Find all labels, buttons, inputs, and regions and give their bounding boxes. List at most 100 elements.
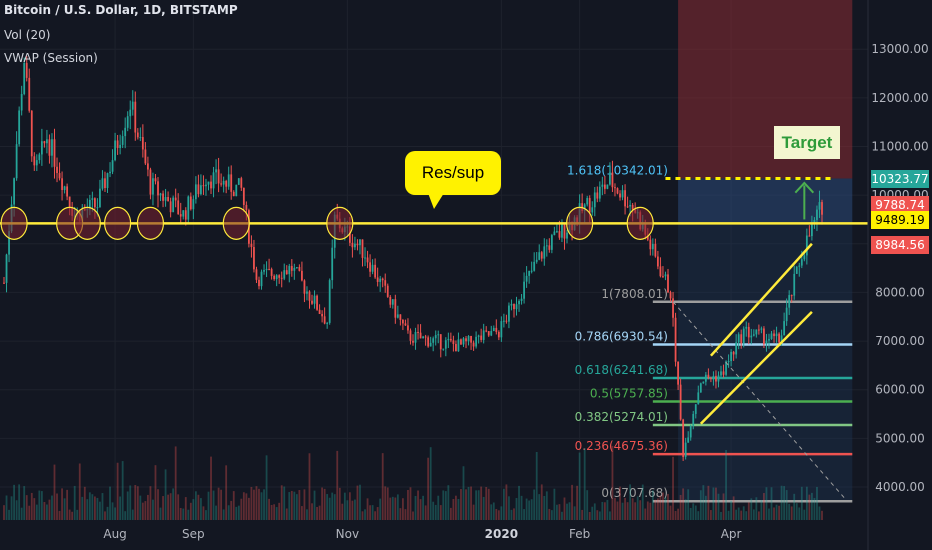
candle-body bbox=[424, 336, 427, 338]
volume-bar bbox=[263, 489, 265, 520]
volume-bar bbox=[111, 502, 114, 520]
fib-level-label: 0.236(4675.36) bbox=[575, 439, 668, 453]
volume-bar bbox=[636, 496, 639, 520]
volume-bar bbox=[409, 487, 412, 520]
candle-body bbox=[131, 101, 134, 110]
candle-body bbox=[414, 331, 417, 343]
volume-bar bbox=[253, 489, 255, 520]
volume-bar bbox=[545, 491, 548, 520]
candle-body bbox=[182, 210, 185, 217]
candle-body bbox=[162, 193, 164, 201]
volume-bar bbox=[770, 487, 773, 520]
candle-body bbox=[621, 190, 624, 198]
y-tick-label: 13000.00 bbox=[871, 42, 928, 56]
candle-body bbox=[462, 338, 465, 345]
volume-bar bbox=[813, 497, 816, 520]
volume-bar bbox=[492, 502, 495, 520]
touch-marker-circle bbox=[222, 206, 250, 240]
candle-body bbox=[124, 127, 127, 137]
volume-bar bbox=[664, 497, 667, 520]
candle-body bbox=[654, 243, 657, 257]
volume-bar bbox=[152, 499, 154, 520]
volume-bar bbox=[268, 498, 270, 520]
candle-body bbox=[197, 184, 200, 195]
volume-bar bbox=[646, 501, 649, 520]
x-tick-label: Apr bbox=[721, 527, 742, 541]
candle-body bbox=[591, 207, 594, 213]
candle-body bbox=[659, 266, 662, 277]
indicator-vwap[interactable]: VWAP (Session) bbox=[4, 51, 98, 65]
volume-bar bbox=[56, 493, 58, 520]
volume-bar bbox=[495, 508, 498, 520]
volume-bar bbox=[654, 499, 657, 520]
candle-body bbox=[184, 210, 187, 220]
volume-bar bbox=[15, 500, 18, 520]
volume-bar bbox=[482, 496, 485, 520]
candle-body bbox=[136, 132, 139, 138]
volume-bar bbox=[465, 489, 467, 520]
candle-body bbox=[51, 139, 53, 156]
candle-body bbox=[460, 339, 462, 345]
volume-bar bbox=[38, 490, 41, 520]
candle-body bbox=[710, 378, 712, 380]
volume-bar bbox=[232, 491, 235, 520]
volume-bar bbox=[757, 511, 760, 520]
time-axis-panel[interactable] bbox=[0, 520, 932, 550]
price-axis-panel[interactable] bbox=[868, 0, 932, 550]
candle-body bbox=[596, 192, 599, 199]
volume-bar bbox=[682, 488, 685, 520]
candle-body bbox=[790, 295, 793, 297]
volume-bar bbox=[525, 498, 528, 520]
price-axis-label: 9788.74 bbox=[871, 196, 929, 215]
candle-body bbox=[25, 63, 28, 78]
candle-body bbox=[523, 281, 525, 299]
candle-body bbox=[354, 243, 356, 248]
candle-body bbox=[192, 199, 195, 210]
price-axis-label: 9489.19 bbox=[871, 210, 929, 229]
candle-body bbox=[399, 314, 402, 320]
volume-bar bbox=[316, 506, 318, 520]
candle-body bbox=[667, 274, 669, 293]
candle-body bbox=[530, 270, 533, 272]
candle-body bbox=[361, 239, 364, 258]
volume-bar bbox=[510, 509, 513, 520]
candle-body bbox=[520, 298, 523, 301]
volume-bar bbox=[20, 507, 23, 520]
candle-body bbox=[225, 180, 228, 187]
candle-body bbox=[467, 335, 470, 342]
candle-body bbox=[487, 331, 490, 336]
candle-body bbox=[475, 336, 478, 347]
volume-bar bbox=[215, 505, 217, 520]
candle-body bbox=[747, 326, 750, 338]
volume-bar bbox=[326, 494, 329, 520]
volume-bar bbox=[258, 488, 260, 520]
volume-bar bbox=[773, 507, 775, 520]
candle-body bbox=[442, 348, 445, 350]
volume-bar bbox=[515, 498, 518, 520]
volume-bar bbox=[603, 502, 606, 520]
candle-body bbox=[68, 196, 71, 208]
candle-body bbox=[704, 374, 707, 382]
indicator-volume[interactable]: Vol (20) bbox=[4, 28, 51, 42]
candle-body bbox=[465, 338, 467, 342]
x-tick-label: Aug bbox=[103, 527, 126, 541]
candle-body bbox=[220, 183, 223, 185]
volume-bar bbox=[293, 491, 296, 520]
volume-bar bbox=[101, 493, 104, 520]
candle-body bbox=[5, 254, 8, 283]
volume-bar bbox=[8, 509, 10, 520]
candle-body bbox=[672, 298, 674, 318]
volume-bar bbox=[543, 495, 546, 520]
candle-body bbox=[813, 219, 816, 224]
candle-body bbox=[253, 247, 255, 270]
candle-body bbox=[434, 335, 437, 339]
volume-bar bbox=[684, 499, 687, 520]
candle-body bbox=[664, 274, 667, 277]
volume-bar bbox=[434, 504, 437, 520]
candle-body bbox=[548, 245, 551, 250]
volume-bar bbox=[694, 505, 697, 520]
volume-bar bbox=[290, 490, 293, 520]
volume-bar bbox=[765, 487, 768, 520]
